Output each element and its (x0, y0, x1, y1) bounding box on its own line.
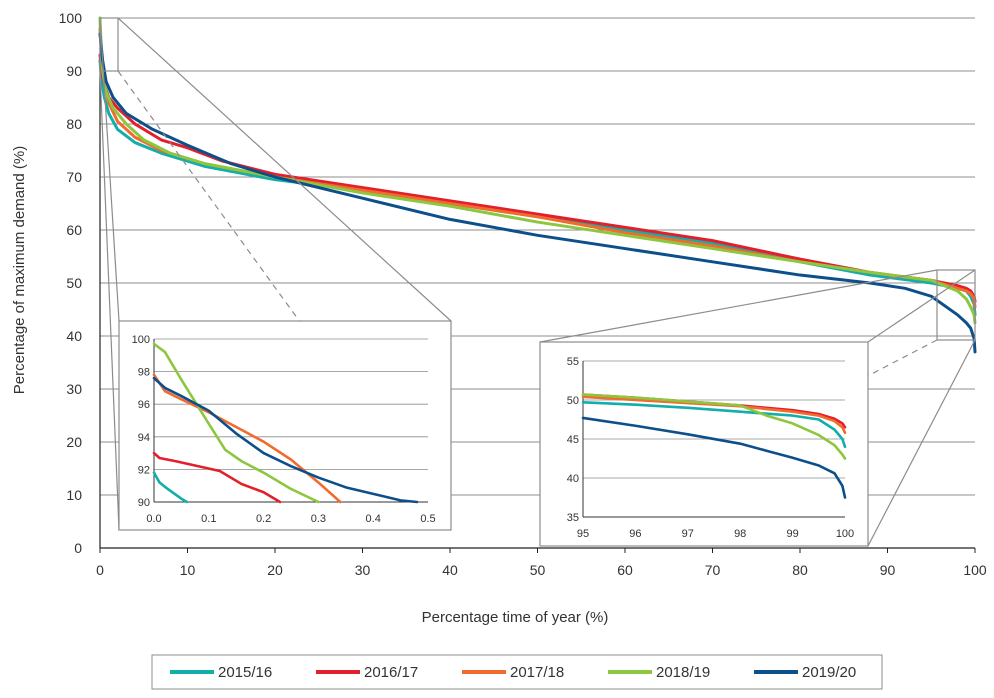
inset-right-frame (539, 341, 869, 547)
inset-left-x-tick-0.0: 0.0 (146, 513, 161, 525)
main-series-line-2019-20 (98, 32, 977, 354)
zoom-connector-right-4 (867, 339, 976, 547)
y-tick-label-40: 40 (66, 328, 82, 344)
inset-right-x-tick-100: 100 (836, 528, 854, 540)
y-tick-label-50: 50 (66, 275, 82, 291)
y-tick-label-60: 60 (66, 222, 82, 238)
zoom-box-left (99, 17, 119, 72)
inset-right-y-tick-45: 45 (567, 434, 579, 446)
inset-left-series-line-2019-20 (152, 376, 419, 504)
inset-left-y-tick-90: 90 (138, 497, 150, 509)
inset-left-x-tick-0.3: 0.3 (311, 513, 326, 525)
legend-label-2017-18: 2017/18 (510, 664, 564, 681)
x-tick-label-40: 40 (442, 562, 458, 578)
inset-right-x-tick-95: 95 (577, 528, 589, 540)
zoom-connector-left-1 (99, 17, 120, 322)
main-series-line-2015-16 (98, 58, 977, 317)
zoom-connector-left-3 (99, 70, 120, 531)
zoom-connector-left-2 (117, 17, 452, 322)
inset-left-y-tick-100: 100 (132, 334, 150, 346)
x-axis-title: Percentage time of year (%) (422, 609, 609, 626)
legend-label-2019-20: 2019/20 (802, 664, 856, 681)
inset-right-x-tick-99: 99 (786, 528, 798, 540)
inset-right-y-tick-55: 55 (567, 356, 579, 368)
inset-left-frame (118, 320, 452, 531)
inset-left-x-tick-0.4: 0.4 (366, 513, 381, 525)
x-tick-label-20: 20 (267, 562, 283, 578)
main-series-line-2017-18 (98, 27, 977, 309)
inset-right-series-line-2015-16 (581, 401, 847, 449)
x-tick-label-30: 30 (355, 562, 371, 578)
y-tick-label-100: 100 (59, 10, 83, 26)
zoom-connector-right-1 (539, 269, 938, 343)
x-tick-label-80: 80 (792, 562, 808, 578)
inset-right-x-tick-97: 97 (682, 528, 694, 540)
y-tick-label-80: 80 (66, 116, 82, 132)
x-tick-label-0: 0 (96, 562, 104, 578)
x-tick-label-70: 70 (705, 562, 721, 578)
inset-left-y-tick-94: 94 (138, 432, 150, 444)
inset-left-series-line-2016-17 (152, 451, 282, 504)
main-series-line-2016-17 (98, 53, 977, 304)
inset-right-x-tick-96: 96 (629, 528, 641, 540)
inset-right-y-tick-50: 50 (567, 395, 579, 407)
y-tick-label-10: 10 (66, 487, 82, 503)
inset-right-series-line-2017-18 (581, 395, 847, 435)
y-tick-label-90: 90 (66, 63, 82, 79)
x-tick-label-100: 100 (963, 562, 987, 578)
inset-left-x-tick-0.1: 0.1 (201, 513, 216, 525)
inset-left-x-tick-0.5: 0.5 (420, 513, 435, 525)
inset-left-y-tick-96: 96 (138, 399, 150, 411)
y-tick-label-70: 70 (66, 169, 82, 185)
inset-left-series-line-2015-16 (152, 471, 189, 504)
inset-left-y-tick-92: 92 (138, 464, 150, 476)
y-tick-label-30: 30 (66, 381, 82, 397)
y-tick-label-0: 0 (74, 540, 82, 556)
legend-label-2015-16: 2015/16 (218, 664, 272, 681)
main-series-line-2018-19 (98, 16, 977, 325)
inset-left-series-line-2018-19 (152, 342, 320, 504)
y-tick-label-20: 20 (66, 434, 82, 450)
inset-left-y-tick-98: 98 (138, 367, 150, 379)
inset-right-y-tick-35: 35 (567, 512, 579, 524)
legend-label-2016-17: 2016/17 (364, 664, 418, 681)
x-tick-label-10: 10 (180, 562, 196, 578)
inset-right-y-tick-40: 40 (567, 473, 579, 485)
x-tick-label-50: 50 (530, 562, 546, 578)
y-axis-title: Percentage of maximum demand (%) (11, 146, 28, 394)
inset-right-series-line-2018-19 (581, 393, 847, 460)
x-tick-label-90: 90 (880, 562, 896, 578)
zoom-connector-right-2 (867, 269, 976, 343)
inset-left-x-tick-0.2: 0.2 (256, 513, 271, 525)
zoom-box-right (936, 269, 976, 341)
legend-label-2018-19: 2018/19 (656, 664, 710, 681)
inset-right-x-tick-98: 98 (734, 528, 746, 540)
x-tick-label-60: 60 (617, 562, 633, 578)
inset-right-series-line-2019-20 (581, 416, 847, 499)
